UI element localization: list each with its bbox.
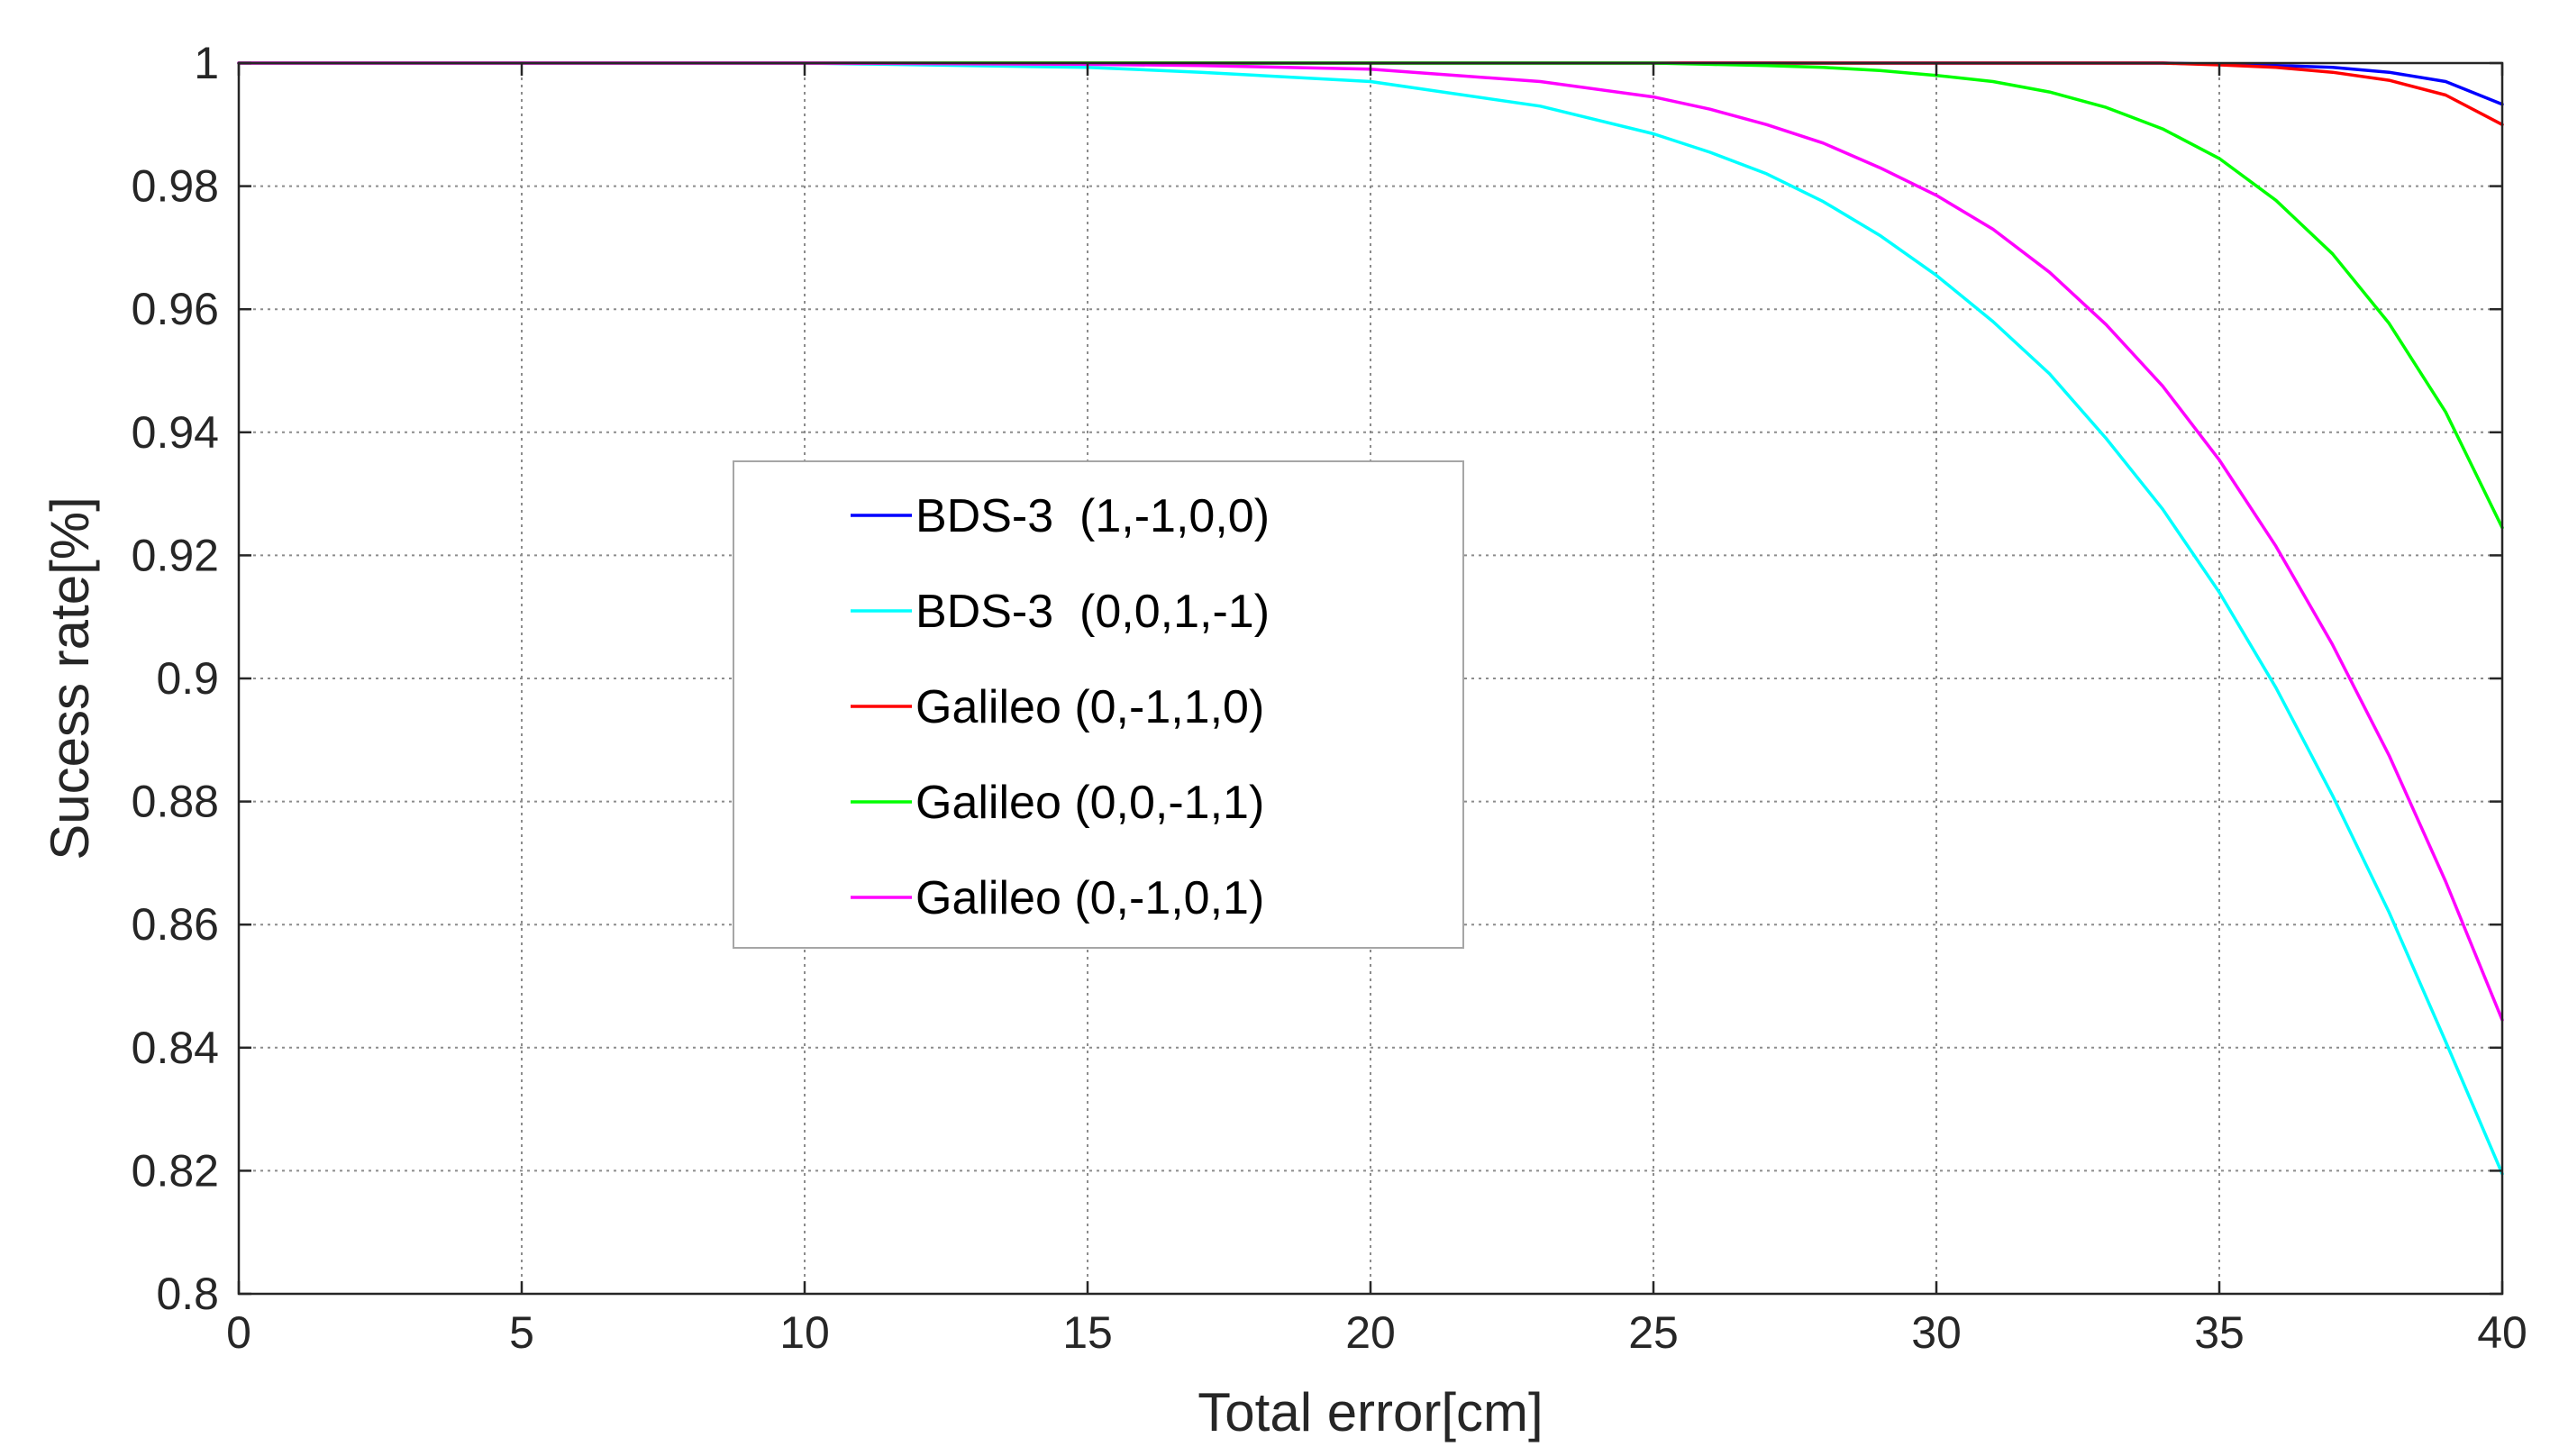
x-tick-label: 15 <box>1062 1307 1113 1358</box>
y-tick-label: 0.94 <box>132 407 219 458</box>
series-line-5 <box>237 61 2504 1022</box>
y-tick-label: 1 <box>194 38 219 88</box>
y-tick-label: 0.92 <box>132 530 219 580</box>
x-tick-labels: 0 5 10 15 20 25 30 35 40 <box>226 1307 2527 1358</box>
legend-label: Galileo (0,0,-1,1) <box>915 777 1264 829</box>
x-tick-label: 25 <box>1628 1307 1679 1358</box>
legend-label: BDS-3 (1,-1,0,0) <box>915 490 1270 542</box>
x-axis-label: Total error[cm] <box>1198 1382 1543 1442</box>
series-line-2 <box>237 61 2504 1176</box>
y-tick-label: 0.8 <box>156 1269 219 1319</box>
axis-ticks <box>237 61 2504 1296</box>
x-tick-label: 30 <box>1911 1307 1962 1358</box>
y-tick-label: 0.96 <box>132 284 219 334</box>
legend-label: Galileo (0,-1,0,1) <box>915 872 1264 924</box>
legend-label: Galileo (0,-1,1,0) <box>915 681 1264 733</box>
x-tick-label: 0 <box>226 1307 251 1358</box>
x-tick-label: 20 <box>1345 1307 1396 1358</box>
x-tick-label: 40 <box>2477 1307 2527 1358</box>
y-tick-label: 0.9 <box>156 653 219 704</box>
legend: BDS-3 (1,-1,0,0) BDS-3 (0,0,1,-1) Galileo … <box>733 460 1464 949</box>
y-tick-label: 0.84 <box>132 1023 219 1073</box>
x-tick-label: 5 <box>509 1307 534 1358</box>
legend-items: BDS-3 (1,-1,0,0) BDS-3 (0,0,1,-1) Galileo … <box>851 490 1270 924</box>
y-tick-label: 0.82 <box>132 1145 219 1196</box>
y-tick-label: 0.86 <box>132 899 219 950</box>
legend-box <box>733 460 1464 949</box>
x-tick-label: 10 <box>779 1307 830 1358</box>
x-tick-label: 35 <box>2194 1307 2245 1358</box>
y-tick-label: 0.98 <box>132 161 219 212</box>
y-tick-label: 0.88 <box>132 777 219 827</box>
legend-label: BDS-3 (0,0,1,-1) <box>915 586 1270 638</box>
y-tick-labels: 0.8 0.82 0.84 0.86 0.88 0.9 0.92 0.94 0.96 0.98 1 <box>132 38 219 1319</box>
y-axis-label: Sucess rate[%] <box>40 496 100 860</box>
